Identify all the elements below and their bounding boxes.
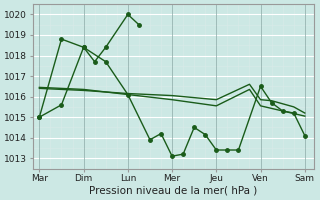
X-axis label: Pression niveau de la mer( hPa ): Pression niveau de la mer( hPa ) [89, 186, 257, 196]
